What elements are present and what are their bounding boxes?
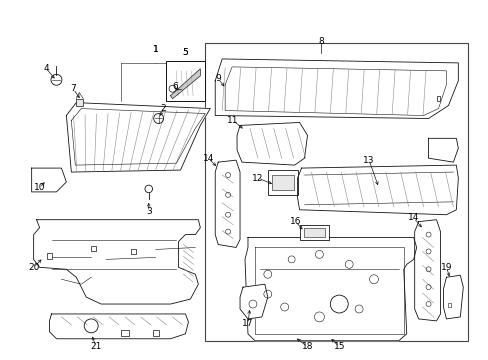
Bar — [299, 225, 328, 239]
Polygon shape — [215, 59, 457, 118]
Text: 4: 4 — [43, 64, 49, 73]
Bar — [165, 61, 205, 100]
Bar — [447, 303, 450, 307]
Text: 15: 15 — [333, 342, 345, 351]
Text: 18: 18 — [301, 342, 313, 351]
Polygon shape — [215, 160, 240, 247]
Polygon shape — [297, 165, 457, 215]
Polygon shape — [237, 122, 307, 165]
Bar — [205, 43, 468, 341]
Text: 14: 14 — [202, 154, 214, 163]
Text: 11: 11 — [227, 116, 238, 125]
Bar — [303, 228, 325, 237]
Polygon shape — [427, 138, 457, 162]
Polygon shape — [414, 220, 440, 321]
Polygon shape — [443, 275, 462, 319]
Polygon shape — [66, 103, 210, 172]
Text: 2: 2 — [161, 104, 166, 113]
Text: 12: 12 — [252, 174, 263, 183]
Text: 9: 9 — [215, 74, 221, 83]
Text: 5: 5 — [182, 49, 188, 58]
Bar — [46, 253, 52, 260]
Bar — [91, 247, 96, 251]
Text: 1: 1 — [153, 45, 158, 54]
Text: 14: 14 — [407, 213, 419, 222]
Bar — [131, 249, 136, 255]
Text: 3: 3 — [145, 207, 151, 216]
Text: 10: 10 — [34, 184, 45, 193]
Bar — [152, 330, 158, 336]
Text: 7: 7 — [70, 84, 76, 93]
Text: 5: 5 — [182, 49, 188, 58]
Bar — [121, 330, 129, 336]
Polygon shape — [170, 69, 200, 99]
Text: 13: 13 — [363, 156, 374, 165]
Text: 1: 1 — [153, 45, 158, 54]
Polygon shape — [240, 284, 267, 319]
Bar — [76, 99, 83, 105]
Text: 19: 19 — [440, 263, 451, 272]
Bar — [436, 96, 440, 100]
Text: 21: 21 — [90, 342, 102, 351]
Text: 8: 8 — [318, 37, 324, 46]
Text: 16: 16 — [289, 217, 301, 226]
Polygon shape — [32, 168, 66, 192]
Polygon shape — [244, 238, 416, 341]
Text: 17: 17 — [242, 319, 253, 328]
Bar — [271, 175, 293, 190]
Text: 20: 20 — [28, 263, 39, 272]
Bar — [267, 170, 297, 195]
Text: 6: 6 — [172, 82, 178, 91]
Polygon shape — [34, 220, 200, 304]
Polygon shape — [49, 314, 188, 339]
